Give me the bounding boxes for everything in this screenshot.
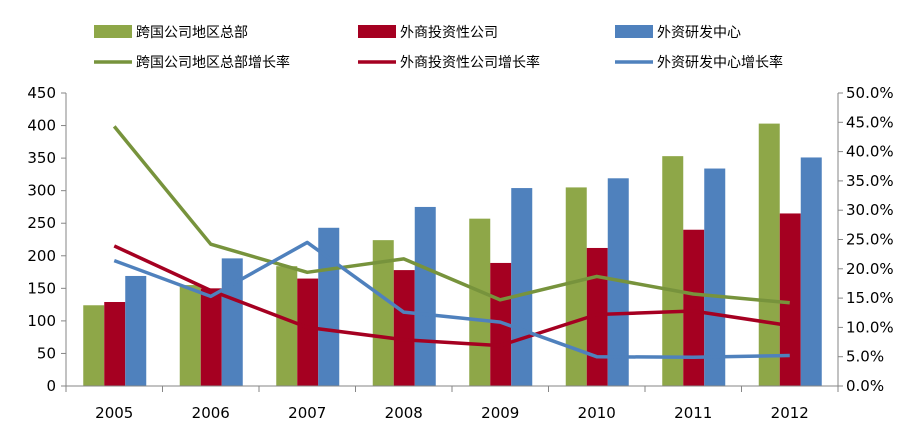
line-series [112,125,791,360]
x-tick-label-2010: 2010 [578,404,616,422]
legend-label-外商投资性公司: 外商投资性公司 [400,25,498,41]
bar-外商投资性公司-2005 [104,302,126,386]
x-tick-label-2008: 2008 [385,404,423,422]
left-tick-label-50: 50 [37,344,56,362]
bar-外商投资性公司-2009 [490,262,512,386]
bar-跨国公司地区总部-2006 [179,285,201,386]
left-tick-label-400: 400 [27,117,56,135]
left-tick-label-150: 150 [27,279,56,297]
bar-外商投资性公司-2006 [200,288,222,386]
right-tick-label-45.0%: 45.0% [846,113,894,131]
x-tick-label-2005: 2005 [95,404,133,422]
right-tick-label-50.0%: 50.0% [846,84,894,102]
bar-外资研发中心-2005 [125,275,147,386]
right-tick-label-25.0%: 25.0% [846,231,894,249]
right-tick-label-15.0%: 15.0% [846,289,894,307]
bar-外商投资性公司-2011 [683,229,705,386]
right-tick-label-5.0%: 5.0% [846,348,884,366]
left-tick-label-200: 200 [27,247,56,265]
legend-swatch-外资研发中心 [615,25,653,38]
bar-外资研发中心-2012 [800,157,822,386]
bar-跨国公司地区总部-2007 [276,266,298,386]
right-tick-label-35.0%: 35.0% [846,172,894,190]
bar-外商投资性公司-2012 [779,213,801,386]
bar-跨国公司地区总部-2010 [565,187,587,386]
bar-外商投资性公司-2007 [297,278,319,386]
right-tick-label-20.0%: 20.0% [846,260,894,278]
bar-跨国公司地区总部-2005 [83,305,105,386]
left-tick-label-0: 0 [46,377,56,395]
bar-series [83,123,822,386]
bar-跨国公司地区总部-2008 [372,240,394,386]
axes: 0 50 100 150 200 250 300 350 400 450 0.0% 5.0% 10.0%… [27,84,893,422]
right-tick-label-30.0%: 30.0% [846,201,894,219]
left-tick-label-250: 250 [27,214,56,232]
line-外商投资性公司增长率 [113,244,791,348]
bar-跨国公司地区总部-2009 [469,218,491,386]
x-tick-label-2011: 2011 [674,404,712,422]
bar-外商投资性公司-2008 [393,270,415,386]
bar-外资研发中心-2006 [221,258,243,386]
bar-跨国公司地区总部-2012 [758,123,780,386]
legend-label-外资研发中心: 外资研发中心 [657,25,741,41]
x-tick-label-2012: 2012 [771,404,809,422]
bar-外资研发中心-2009 [511,188,533,386]
right-tick-label-10.0%: 10.0% [846,318,894,336]
legend-label-跨国公司地区总部增长率: 跨国公司地区总部增长率 [136,54,290,71]
line-跨国公司地区总部增长率 [112,125,790,305]
x-tick-label-2009: 2009 [481,404,519,422]
legend-swatch-外商投资性公司 [358,25,396,38]
legend-swatch-跨国公司地区总部 [94,25,132,38]
left-tick-label-100: 100 [27,312,56,330]
right-tick-label-0.0%: 0.0% [846,377,884,395]
bar-外资研发中心-2010 [607,178,629,386]
bar-跨国公司地区总部-2011 [662,156,684,386]
x-tick-label-2007: 2007 [288,404,326,422]
bar-外商投资性公司-2010 [586,247,608,386]
line-外资研发中心增长率 [113,240,790,360]
left-tick-label-300: 300 [27,182,56,200]
left-tick-label-350: 350 [27,149,56,167]
legend-label-外资研发中心增长率: 外资研发中心增长率 [657,54,783,71]
right-tick-label-40.0%: 40.0% [846,143,894,161]
left-tick-label-450: 450 [27,84,56,102]
legend-label-跨国公司地区总部: 跨国公司地区总部 [136,25,248,41]
bar-外资研发中心-2008 [414,206,436,386]
legend-label-外商投资性公司增长率: 外商投资性公司增长率 [400,54,540,71]
x-tick-label-2006: 2006 [192,404,230,422]
bar-外资研发中心-2011 [704,168,726,386]
